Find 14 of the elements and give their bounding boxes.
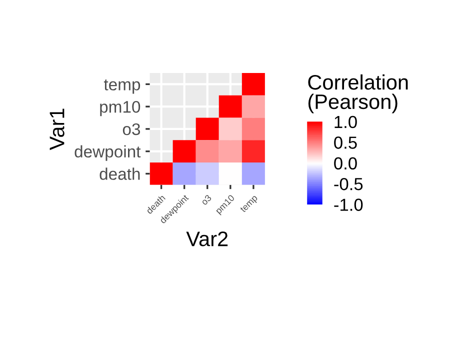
- y-tick-label: death: [100, 168, 140, 180]
- color-bar-label: 1.0: [334, 116, 357, 128]
- y-tick-label: dewpoint: [74, 145, 141, 161]
- y-tick-label: temp: [104, 79, 140, 94]
- color-bar-label: 0.5: [334, 136, 357, 149]
- y-axis-title: Var1: [50, 108, 64, 150]
- color-bar-label: 0.0: [334, 157, 357, 170]
- x-tick-label: o3: [200, 194, 212, 206]
- y-tick-label: o3: [122, 123, 140, 136]
- color-bar-label: -1.0: [334, 198, 363, 211]
- color-bar-label: -0.5: [334, 178, 363, 190]
- color-bar-title: Correlation (Pearson): [308, 74, 408, 114]
- x-axis-title: Var2: [186, 232, 228, 246]
- y-tick-label: pm10: [100, 100, 140, 116]
